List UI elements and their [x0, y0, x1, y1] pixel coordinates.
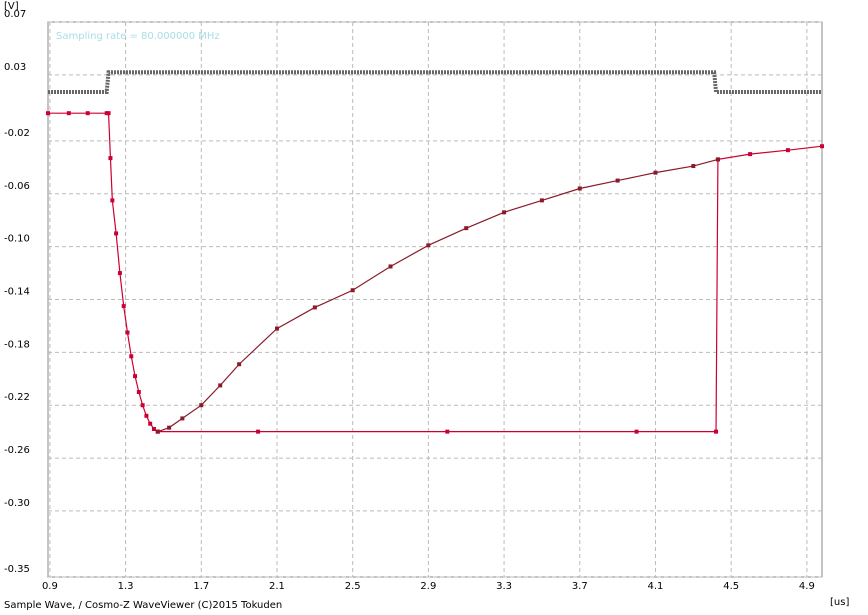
sample-marker [151, 427, 156, 431]
sample-marker [121, 304, 126, 309]
x-tick-label: 2.9 [420, 581, 436, 592]
sample-marker [129, 354, 134, 359]
sample-marker [445, 429, 450, 434]
y-tick-label: -0.30 [4, 498, 30, 509]
y-tick-label: -0.06 [4, 181, 30, 192]
footer: Sample Wave, / Cosmo-Z WaveViewer (C)201… [4, 600, 282, 611]
x-axis-label: [us] [830, 597, 849, 608]
sample-marker [155, 429, 160, 434]
sample-marker [714, 429, 719, 434]
sample-marker [691, 164, 696, 169]
sample-marker [125, 330, 130, 335]
sample-marker [634, 429, 639, 434]
series-line [48, 70, 822, 95]
x-tick-label: 3.3 [496, 581, 512, 592]
sample-marker [148, 421, 153, 426]
sample-marker [785, 148, 790, 153]
sample-marker [46, 111, 50, 116]
sample-marker [110, 198, 115, 203]
x-tick-label: 2.5 [345, 581, 361, 592]
sample-marker [117, 271, 122, 276]
sample-marker [312, 305, 317, 310]
sample-marker [464, 226, 469, 231]
x-tick-label: 2.1 [269, 581, 285, 592]
sample-marker [66, 111, 71, 116]
y-tick-label: -0.22 [4, 392, 30, 403]
y-tick-label: -0.35 [4, 564, 30, 575]
sample-marker [256, 429, 261, 434]
y-tick-label: -0.18 [4, 339, 30, 350]
x-tick-label: 1.7 [193, 581, 209, 592]
sample-marker [502, 210, 507, 215]
sample-marker [144, 413, 149, 418]
sample-marker [715, 157, 720, 162]
sample-marker [108, 156, 113, 161]
sample-marker [577, 186, 582, 191]
y-tick-label: -0.14 [4, 287, 30, 298]
sample-marker [85, 111, 90, 116]
y-tick-label: -0.26 [4, 445, 30, 456]
sample-marker [167, 425, 172, 430]
sample-marker [237, 362, 242, 367]
x-tick-label: 3.7 [572, 581, 588, 592]
x-tick-label: 1.3 [118, 581, 134, 592]
sample-marker [180, 416, 185, 421]
sample-marker [748, 152, 753, 157]
y-axis-label: [V] [4, 1, 19, 12]
x-tick-label: 4.1 [648, 581, 664, 592]
sample-marker [274, 326, 279, 331]
sample-marker [136, 390, 141, 394]
x-tick-label: 4.5 [723, 581, 739, 592]
sample-marker [106, 111, 111, 116]
sample-marker [653, 170, 658, 175]
sample-marker [133, 374, 138, 379]
sample-marker [140, 403, 145, 408]
sample-marker [539, 198, 544, 203]
sample-marker [199, 403, 204, 408]
y-tick-label: -0.10 [4, 234, 30, 245]
sample-marker [218, 383, 223, 388]
y-tick-label: 0.03 [4, 62, 26, 73]
sample-marker [114, 231, 119, 236]
sample-marker [426, 243, 431, 248]
sample-marker [350, 288, 355, 293]
sampling-rate: Sampling rate = 80.000000 MHz [56, 31, 220, 42]
sample-marker [615, 178, 620, 183]
sample-marker [820, 144, 824, 149]
y-tick-label: 0.07 [4, 9, 26, 20]
y-tick-label: -0.02 [4, 128, 30, 139]
x-tick-label: 0.9 [42, 581, 58, 592]
x-tick-label: 4.9 [799, 581, 815, 592]
sample-marker [388, 264, 393, 269]
